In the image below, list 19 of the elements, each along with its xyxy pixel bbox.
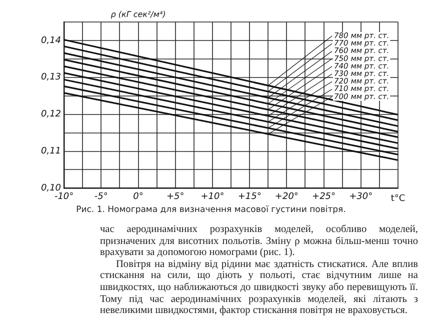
y-axis-title: ρ (кГ сек²/м⁴) bbox=[110, 10, 166, 20]
text: Повітря на відміну від рідини має здатність стискатися. Але вплив стискання на сили, що діють у польоті, стає відчутним лише на швидкостях, що наближаються до швидкості звуку або перевищують її. Тому під час аеродинамічних розрахунків моделей, які літають з невеликими швидкостями, фактор стискання повітря не враховується. bbox=[100, 258, 418, 317]
x-tick-label: +10° bbox=[200, 192, 224, 202]
y-tick-label: 0,13 bbox=[40, 72, 62, 83]
text: час аеродинамічних розрахунків моделей, особливо моделей, призначених для висотних польотів. Зміну ρ можна більш-менш точно врахувати за допомогою номограми (рис. 1). bbox=[100, 224, 418, 259]
x-tick-label: +25° bbox=[312, 192, 336, 202]
x-tick-label: +20° bbox=[274, 192, 298, 202]
text: Рис. 1. Номограма для визначення масової густини повітря. bbox=[75, 205, 347, 215]
x-tick-label: +15° bbox=[238, 192, 262, 202]
y-tick-label: 0,14 bbox=[40, 36, 62, 46]
y-tick-label: 0,11 bbox=[40, 146, 62, 157]
x-tick-label: 0° bbox=[133, 192, 144, 202]
x-tick-label: +30° bbox=[349, 192, 373, 202]
x-axis-title: t°C bbox=[390, 194, 406, 204]
y-tick-label: 0,12 bbox=[40, 110, 62, 120]
x-tick-label: -5° bbox=[94, 192, 108, 202]
x-tick-label: -10° bbox=[54, 192, 74, 202]
y-tick-label: 0,10 bbox=[40, 184, 62, 194]
x-tick-label: +5° bbox=[166, 192, 184, 202]
